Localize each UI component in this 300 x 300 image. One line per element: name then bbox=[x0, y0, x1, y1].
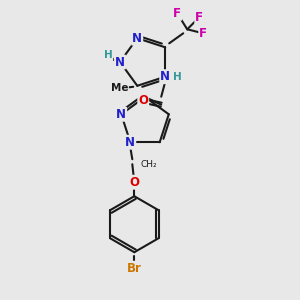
Text: F: F bbox=[199, 27, 207, 40]
Text: CH₂: CH₂ bbox=[140, 160, 157, 169]
Text: H: H bbox=[173, 72, 182, 82]
Text: O: O bbox=[129, 176, 139, 189]
Text: O: O bbox=[138, 94, 148, 107]
Text: F: F bbox=[195, 11, 203, 24]
Text: N: N bbox=[116, 108, 126, 121]
Text: N: N bbox=[125, 136, 135, 149]
Text: N: N bbox=[132, 32, 142, 45]
Text: H: H bbox=[103, 50, 112, 60]
Text: Br: Br bbox=[127, 262, 142, 275]
Text: N: N bbox=[160, 70, 170, 83]
Text: N: N bbox=[115, 56, 125, 68]
Text: Me: Me bbox=[110, 83, 128, 93]
Text: F: F bbox=[173, 7, 181, 20]
